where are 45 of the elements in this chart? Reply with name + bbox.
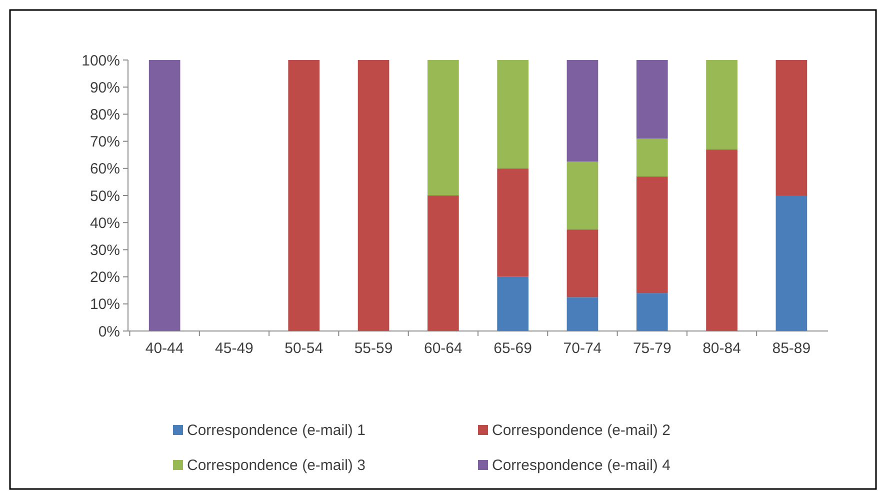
bar	[776, 60, 808, 196]
x-tick-label: 65-69	[494, 340, 532, 357]
x-tick-label: 40-44	[145, 340, 184, 357]
bar	[776, 196, 808, 331]
y-tick-label: 70%	[90, 134, 120, 151]
bar	[636, 176, 668, 294]
bar	[497, 60, 528, 168]
x-tick-label: 50-54	[284, 340, 324, 357]
legend-label: Correspondence (e-mail) 2	[492, 422, 670, 439]
y-tick-label: 20%	[90, 269, 120, 286]
x-tick-label: 75-79	[632, 340, 672, 357]
y-tick-label: 100%	[82, 52, 120, 70]
bar	[636, 293, 668, 331]
bar	[566, 60, 598, 162]
bar	[566, 229, 598, 298]
bar	[566, 162, 598, 230]
y-tick-label: 90%	[90, 79, 120, 96]
bar	[566, 297, 598, 331]
x-tick-label: 70-74	[563, 340, 602, 357]
bar	[706, 149, 738, 331]
bar	[288, 60, 320, 331]
y-tick-label: 10%	[90, 296, 120, 314]
bar	[706, 60, 738, 150]
bar	[497, 168, 528, 277]
y-tick-label: 50%	[90, 188, 120, 205]
legend-label: Correspondence (e-mail) 1	[187, 422, 366, 439]
x-tick-label: 80-84	[702, 340, 741, 357]
bar	[428, 60, 459, 196]
bar	[497, 276, 528, 331]
y-tick-label: 40%	[90, 214, 120, 232]
bar	[358, 60, 390, 331]
bar	[636, 60, 668, 139]
y-tick-label: 80%	[90, 106, 120, 124]
bar	[428, 196, 459, 331]
x-tick-label: 60-64	[424, 340, 462, 357]
y-tick-label: 30%	[90, 242, 120, 259]
legend-label: Correspondence (e-mail) 4	[492, 457, 670, 474]
y-tick-label: 60%	[90, 160, 120, 178]
x-tick-label: 45-49	[215, 340, 254, 357]
legend-label: Correspondence (e-mail) 3	[187, 457, 366, 474]
bar	[636, 138, 668, 177]
bar	[148, 60, 180, 331]
y-tick-label: 0%	[98, 323, 120, 340]
x-tick-label: 55-59	[354, 340, 393, 357]
x-tick-label: 85-89	[772, 340, 811, 357]
